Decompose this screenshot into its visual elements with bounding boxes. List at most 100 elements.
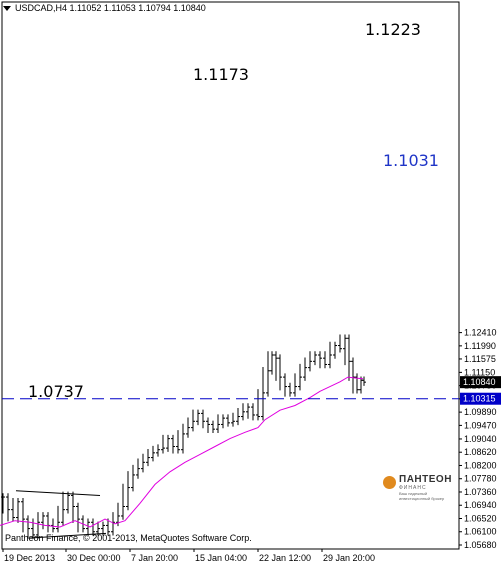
price-bar (221, 414, 225, 429)
price-tick-label: 1.08200 (464, 460, 497, 470)
price-tick-label: 1.08620 (464, 447, 497, 457)
price-tick-label: 1.05680 (464, 540, 497, 550)
logo-name: ПАНТЕОН (399, 474, 452, 485)
price-bar (116, 502, 120, 527)
price-bar (71, 491, 75, 523)
symbol-header: USDCAD,H4 1.11052 1.11053 1.10794 1.1084… (15, 3, 206, 13)
price-labels: 1.10840 1.10315 (460, 376, 501, 405)
price-bar (111, 512, 115, 536)
price-bar (156, 444, 160, 457)
level-price-label-box (460, 392, 501, 405)
price-bar (6, 493, 10, 522)
price-bar (226, 414, 230, 427)
price-bar (362, 376, 366, 386)
price-bar (206, 417, 210, 433)
price-bar (278, 354, 282, 391)
price-bar (121, 483, 125, 520)
price-bars (1, 334, 366, 539)
copyright: Pantheon Finance, © 2001-2013, MetaQuote… (5, 533, 252, 543)
price-bar (256, 389, 260, 421)
price-tick-label: 1.09470 (464, 420, 497, 430)
chart-frame (1, 1, 460, 550)
price-bar (251, 403, 255, 421)
price-bar (166, 434, 170, 452)
price-bar (246, 403, 250, 419)
price-bar (211, 420, 215, 433)
price-tick-label: 1.11575 (464, 354, 496, 364)
price-tick-label: 1.07360 (464, 487, 497, 497)
price-bar (283, 373, 287, 397)
price-bar (176, 430, 180, 454)
price-bar (303, 357, 307, 381)
price-bar (293, 373, 297, 397)
price-bar (16, 497, 20, 523)
price-tick-label: 1.06520 (464, 513, 497, 523)
price-bar (274, 351, 278, 381)
price-bar (61, 491, 65, 527)
price-bar (318, 351, 322, 369)
price-bar (261, 367, 265, 421)
price-bar (347, 334, 351, 381)
price-tick-label: 1.06940 (464, 500, 497, 510)
price-bar (186, 417, 190, 438)
price-tick-label: 1.11150 (464, 367, 495, 377)
price-bar (241, 403, 245, 421)
price-bar (338, 334, 342, 353)
time-tick-label: 15 Jan 04:00 (195, 553, 247, 563)
moving-average (0, 376, 364, 528)
price-bar (313, 351, 317, 366)
price-bar (231, 412, 235, 427)
price-bar (351, 357, 355, 394)
price-bar (96, 521, 100, 536)
price-bar (288, 382, 292, 397)
plot-border (1, 1, 460, 550)
price-bar (66, 491, 70, 514)
price-bar (333, 341, 337, 359)
time-tick-label: 19 Dec 2013 (4, 553, 55, 563)
price-bar (181, 423, 185, 454)
price-bar (298, 363, 302, 391)
price-bar (41, 512, 45, 530)
price-bar (266, 351, 270, 397)
trend-lines (15, 490, 107, 539)
logo-mark-icon (383, 476, 396, 489)
time-tick-label: 7 Jan 20:00 (131, 553, 178, 563)
price-bar (26, 515, 30, 539)
price-bar (21, 497, 25, 533)
price-bar (151, 445, 155, 462)
price-tick-label: 1.12410 (464, 328, 497, 338)
price-bar (146, 449, 150, 467)
level-price-label: 1.10315 (463, 394, 496, 404)
price-bar (76, 502, 80, 533)
price-bar (201, 409, 205, 429)
trend-line (15, 490, 101, 496)
time-tick-label: 30 Dec 00:00 (67, 553, 121, 563)
moving-average-line (0, 376, 364, 528)
price-bar (141, 453, 145, 473)
price-bar (216, 414, 220, 433)
logo-desc: Ваш надежный инвестиционный брокер (399, 491, 445, 501)
price-tick-label: 1.11990 (464, 341, 496, 351)
price-bar (236, 408, 240, 426)
price-bar (106, 518, 110, 536)
price-bar (91, 518, 95, 536)
price-bar (126, 471, 130, 511)
price-tick-label: 1.07780 (464, 474, 497, 484)
logo-sub: ФИНАНС (399, 485, 427, 491)
dropdown-triangle-icon[interactable] (3, 6, 11, 12)
price-bar (191, 409, 195, 432)
annotation-level: 1.1031 (383, 151, 439, 170)
price-bar (51, 518, 55, 533)
price-bar (46, 512, 50, 533)
price-bar (36, 512, 40, 539)
price-bar (323, 351, 327, 369)
annotation-high: 1.1223 (365, 20, 421, 39)
price-tick-label: 1.06100 (464, 527, 497, 537)
chart-title: USDCAD,H4 1.11052 1.11053 1.10794 1.1084… (3, 3, 206, 13)
price-bar (31, 518, 35, 539)
price-bar (343, 334, 347, 366)
price-bar (136, 458, 140, 479)
annotation-peak: 1.1173 (193, 65, 249, 84)
